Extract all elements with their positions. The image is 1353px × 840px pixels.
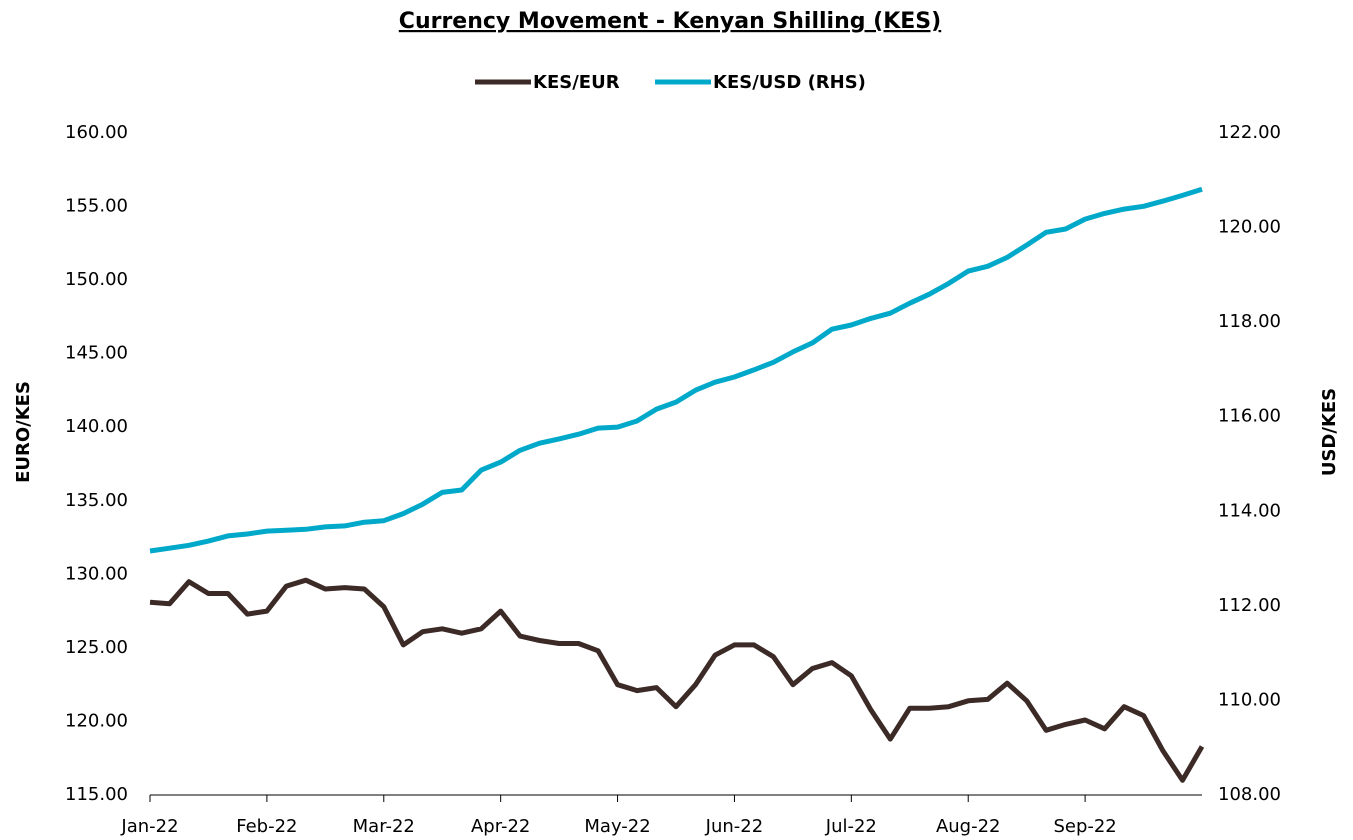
x-tick-label: Feb-22: [236, 816, 297, 837]
x-tick-label: Jun-22: [705, 816, 764, 837]
y-tick-label: 140.00: [65, 416, 128, 437]
legend-label: KES/USD (RHS): [713, 72, 866, 93]
y-axis-label: EURO/KES: [13, 381, 34, 483]
y2-tick-label: 116.00: [1218, 406, 1281, 427]
series-line: [149, 577, 1205, 783]
y2-tick-label: 114.00: [1218, 500, 1281, 521]
y2-axis-label: USD/KES: [1319, 388, 1340, 476]
y-tick-label: 130.00: [65, 563, 128, 584]
y2-tick-label: 118.00: [1218, 311, 1281, 332]
x-tick-label: Sep-22: [1053, 816, 1116, 837]
x-tick-label: Aug-22: [936, 816, 1001, 837]
y-tick-label: 150.00: [65, 269, 128, 290]
x-tick-label: Jul-22: [825, 816, 877, 837]
x-tick-label: Apr-22: [471, 816, 530, 837]
y-tick-label: 135.00: [65, 490, 128, 511]
x-tick-label: Jan-22: [120, 816, 178, 837]
x-tick-label: May-22: [584, 816, 650, 837]
y-tick-label: 160.00: [65, 122, 128, 143]
y-tick-label: 125.00: [65, 637, 128, 658]
y-tick-label: 155.00: [65, 196, 128, 217]
y2-tick-label: 110.00: [1218, 689, 1281, 710]
y2-tick-label: 120.00: [1218, 217, 1281, 238]
legend-label: KES/EUR: [533, 72, 620, 93]
series-line: [149, 186, 1203, 554]
y2-tick-label: 108.00: [1218, 784, 1281, 805]
chart-title: Currency Movement - Kenyan Shilling (KES…: [399, 9, 941, 34]
x-tick-label: Mar-22: [353, 816, 415, 837]
y2-tick-label: 122.00: [1218, 122, 1281, 143]
y-tick-label: 120.00: [65, 710, 128, 731]
y2-tick-label: 112.00: [1218, 595, 1281, 616]
y-tick-label: 115.00: [65, 784, 128, 805]
y-tick-label: 145.00: [65, 343, 128, 364]
